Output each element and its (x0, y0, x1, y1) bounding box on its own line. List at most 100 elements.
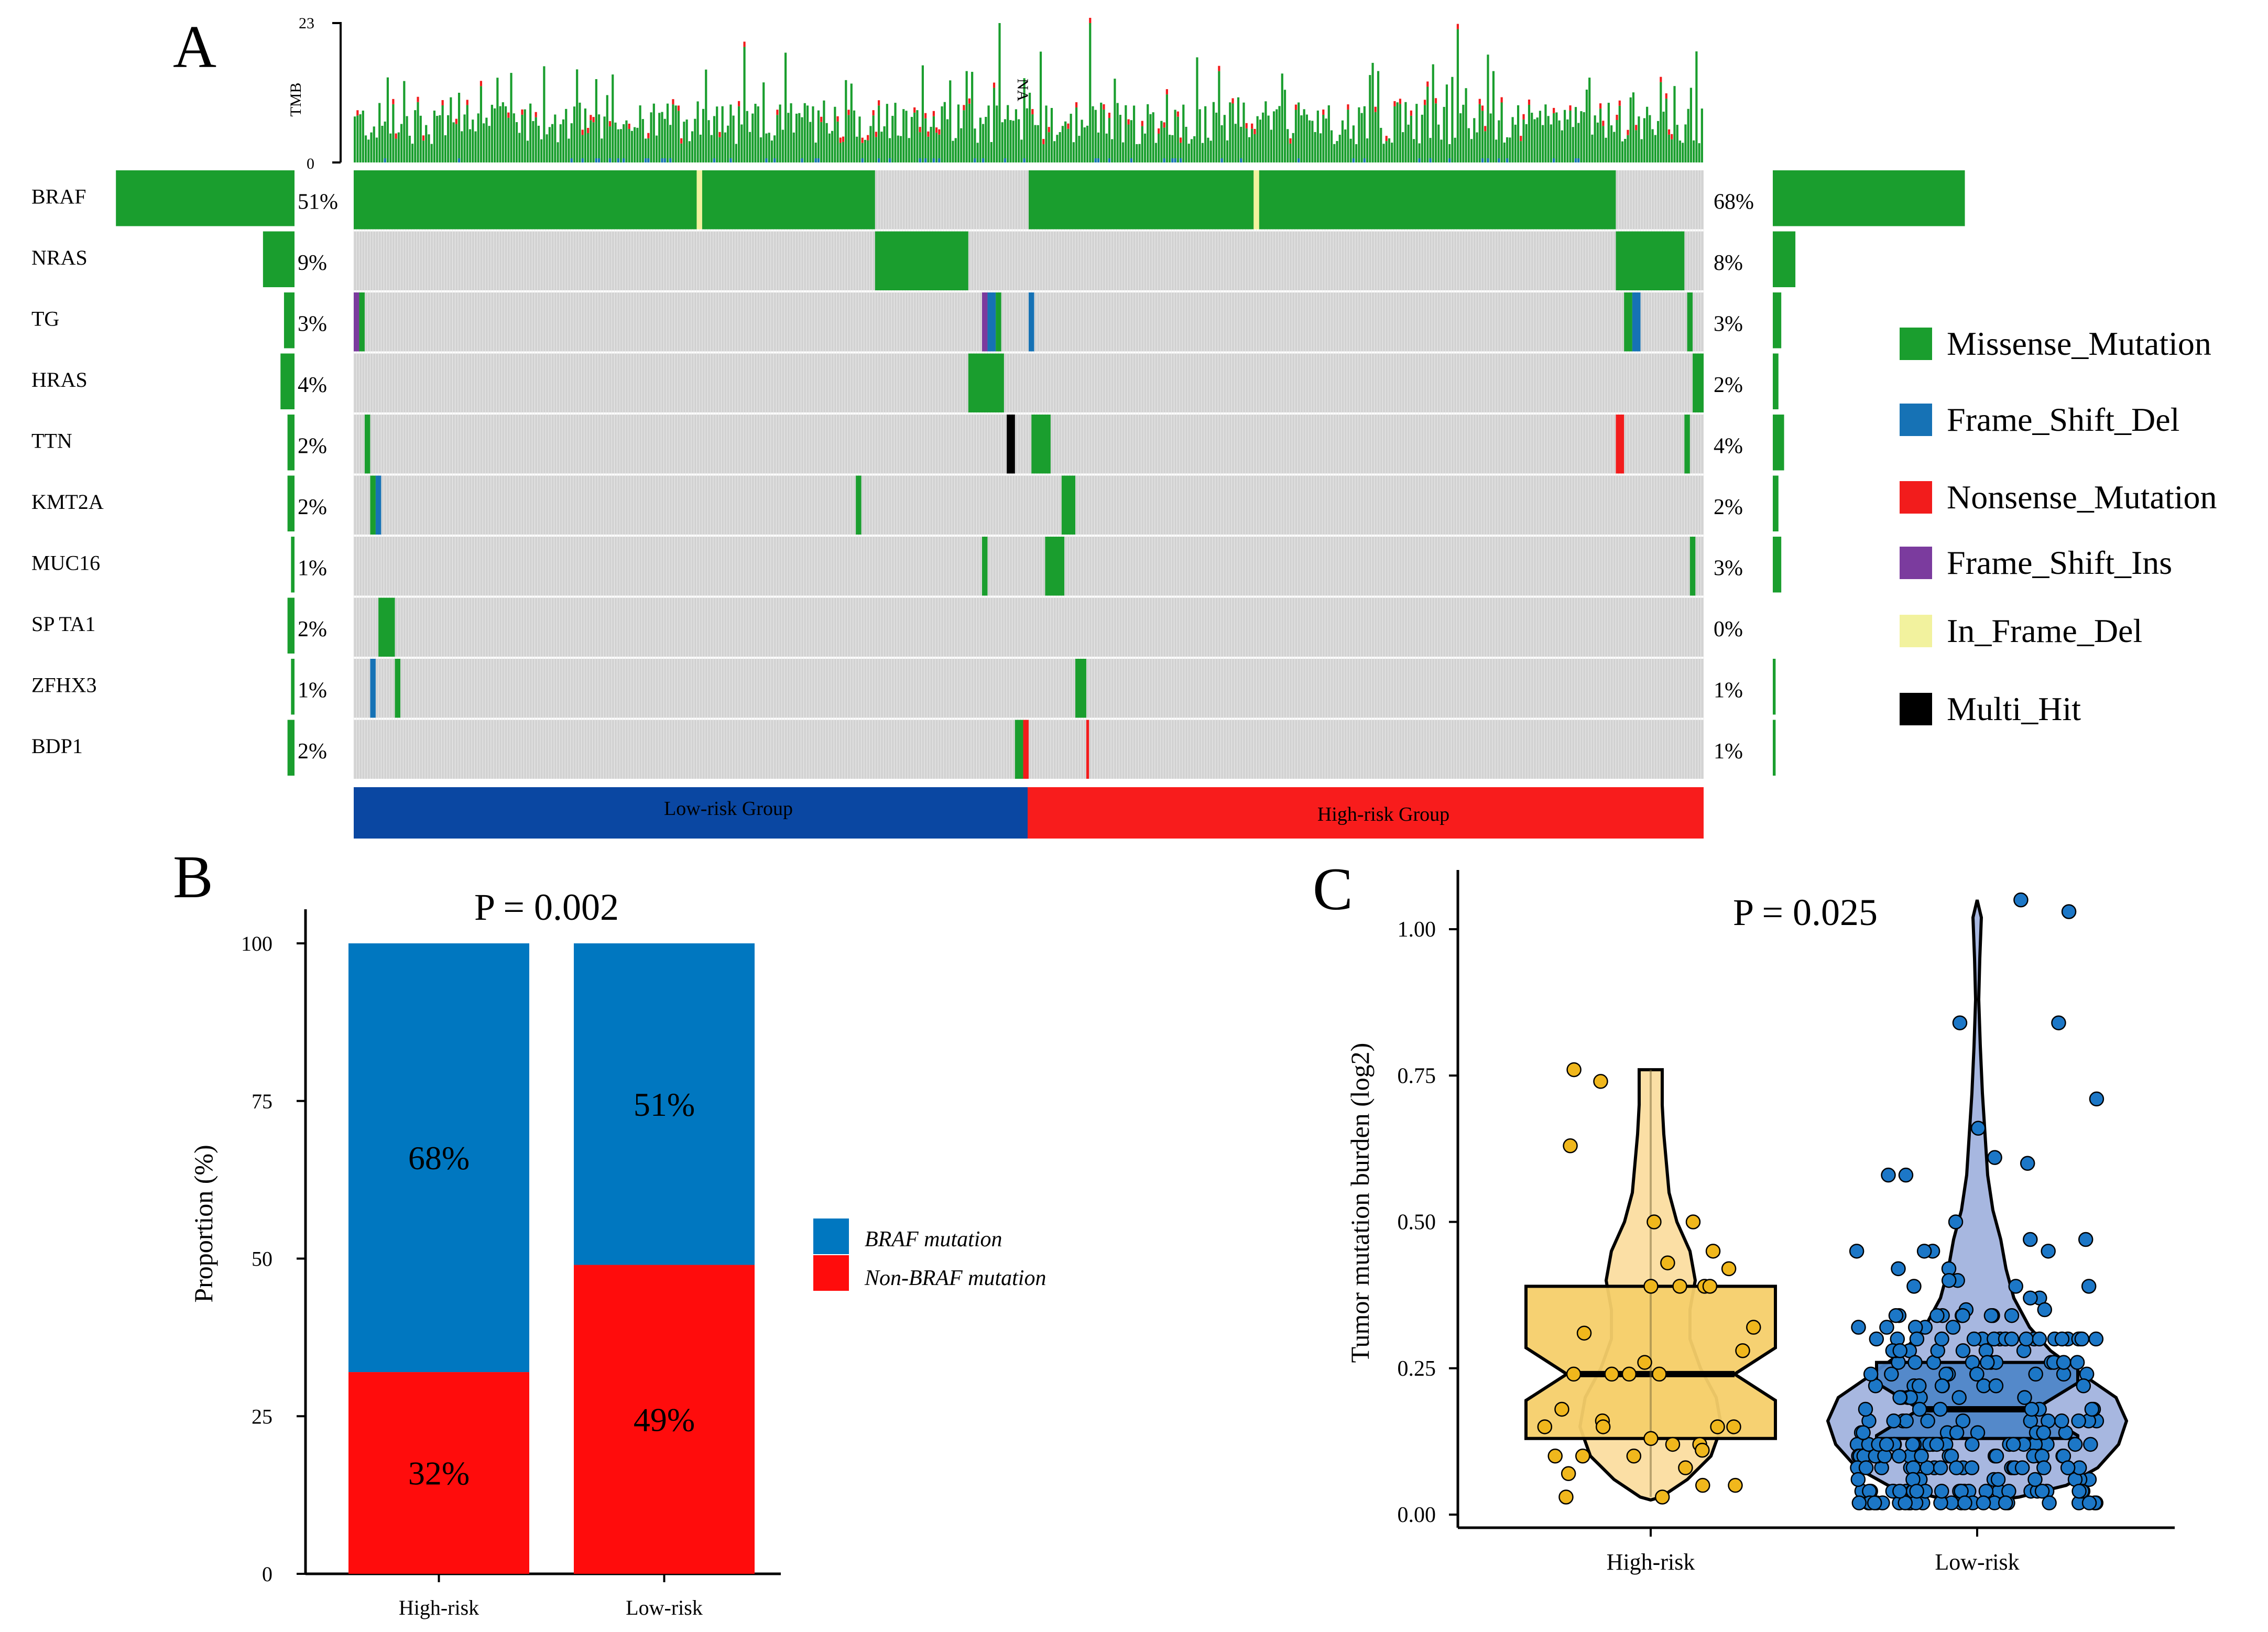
tmb-bar (768, 133, 770, 162)
low-freq-bar (287, 475, 295, 531)
tmb-bar (1338, 135, 1341, 162)
tmb-bar (1218, 71, 1220, 162)
tmb-bar-fsdel (1574, 158, 1577, 162)
tmb-bar-nonsense (466, 100, 468, 105)
tmb-bar (680, 143, 683, 162)
tmb-bar-fsdel (932, 158, 935, 162)
tmb-bar (957, 104, 960, 162)
legend-swatch-multi_hit (1900, 693, 1932, 725)
tmb-bar (1462, 104, 1465, 162)
tmb-bar (1234, 124, 1237, 162)
tmb-bar (579, 102, 581, 162)
mutation-cell (1075, 659, 1086, 718)
point-low-risk (1851, 1320, 1866, 1335)
tmb-bar (1511, 117, 1514, 162)
tmb-bar (847, 115, 850, 162)
tmb-bar-fsdel (919, 158, 921, 162)
tmb-bar (987, 105, 990, 162)
legend-swatch-braf (813, 1218, 849, 1254)
tmb-bar (1223, 115, 1226, 162)
mutation-cell (1693, 353, 1704, 412)
tmb-bar (825, 123, 828, 162)
point-low-risk (1948, 1214, 1964, 1230)
tmb-bar (384, 121, 386, 162)
tmb-bar (1253, 134, 1256, 162)
tmb-bar (1407, 124, 1410, 162)
point-low-risk (1964, 1460, 1980, 1475)
high-freq-bar (1773, 537, 1782, 593)
tmb-bar (1667, 134, 1671, 162)
tmb-bar-nonsense (1522, 114, 1525, 119)
point-low-risk (2081, 1279, 2097, 1294)
tmb-bar (1303, 109, 1305, 162)
point-low-risk (1869, 1331, 1884, 1347)
tmb-bar-nonsense (592, 117, 595, 123)
tmb-bar (1086, 125, 1089, 162)
tmb-bar (880, 132, 883, 162)
mutation-cell (982, 292, 988, 352)
low-risk-group-label: Low-risk Group (664, 798, 793, 820)
point-high-risk (1575, 1449, 1590, 1464)
tmb-bar (1309, 120, 1311, 162)
legend-swatch-missense (1900, 328, 1932, 360)
panel-label-a: A (173, 14, 216, 80)
tmb-bar-nonsense (1393, 101, 1396, 106)
tmb-bar (1300, 115, 1303, 162)
tmb-bar (537, 125, 540, 162)
tmb-bar (483, 123, 485, 162)
tmb-bar (466, 105, 468, 162)
mutation-cell (1015, 720, 1023, 779)
tmb-bar (1075, 107, 1078, 162)
high-pct-label: 3% (1714, 312, 1743, 336)
tmb-bar (1026, 108, 1028, 162)
tmb-bar (1050, 108, 1053, 162)
tmb-bar (364, 135, 367, 162)
tmb-bar (1127, 124, 1130, 162)
tmb-bar (1635, 130, 1638, 162)
point-low-risk (1879, 1437, 1894, 1452)
tmb-bar (1481, 111, 1484, 162)
tmb-bar (1078, 136, 1081, 162)
tmb-bar (790, 103, 792, 162)
tmb-bar (1649, 115, 1651, 162)
tmb-bar (762, 82, 765, 162)
point-low-risk (1934, 1484, 1949, 1499)
gene-label: TTN (31, 429, 72, 452)
tmb-bar-nonsense (1127, 119, 1130, 125)
tmb-bar-nonsense (455, 118, 457, 124)
point-high-risk (1695, 1442, 1710, 1458)
tmb-bar (515, 122, 518, 162)
point-low-risk (1916, 1244, 1932, 1259)
tmb-bar (960, 128, 963, 162)
mutation-cell (370, 659, 376, 718)
tmb-bar (927, 136, 930, 162)
tmb-bar (1536, 117, 1539, 162)
tmb-bar-nonsense (1108, 113, 1111, 118)
tmb-bar (1158, 134, 1160, 162)
violin-y-tick-label: 1.00 (1398, 918, 1436, 942)
tmb-bar (1500, 102, 1503, 162)
tmb-bar (1037, 125, 1039, 162)
tmb-bar-nonsense (1671, 134, 1673, 139)
tmb-bar (823, 100, 825, 162)
point-high-risk (1660, 1255, 1675, 1270)
tmb-bar (707, 120, 710, 162)
tmb-bar-nonsense (1347, 104, 1349, 110)
point-low-risk (2056, 1355, 2071, 1370)
tmb-bar-fsdel (878, 158, 880, 162)
tmb-bar-nonsense (1484, 126, 1487, 132)
tmb-bar-nonsense (1553, 107, 1555, 113)
tmb-bar (1423, 105, 1426, 162)
tmb-bar (798, 113, 801, 162)
tmb-bar (938, 134, 941, 162)
tmb-bar-fsdel (663, 158, 666, 162)
tmb-bar-nonsense (608, 121, 612, 127)
tmb-bar (1429, 138, 1432, 162)
gene-label: SP TA1 (31, 612, 95, 636)
tmb-bar (1053, 141, 1056, 162)
mutation-cell (378, 597, 395, 657)
tmb-bar (628, 128, 630, 162)
tmb-bar-fsdel (457, 158, 461, 162)
tmb-bar (1352, 125, 1355, 162)
tmb-bar-nonsense (875, 132, 877, 137)
